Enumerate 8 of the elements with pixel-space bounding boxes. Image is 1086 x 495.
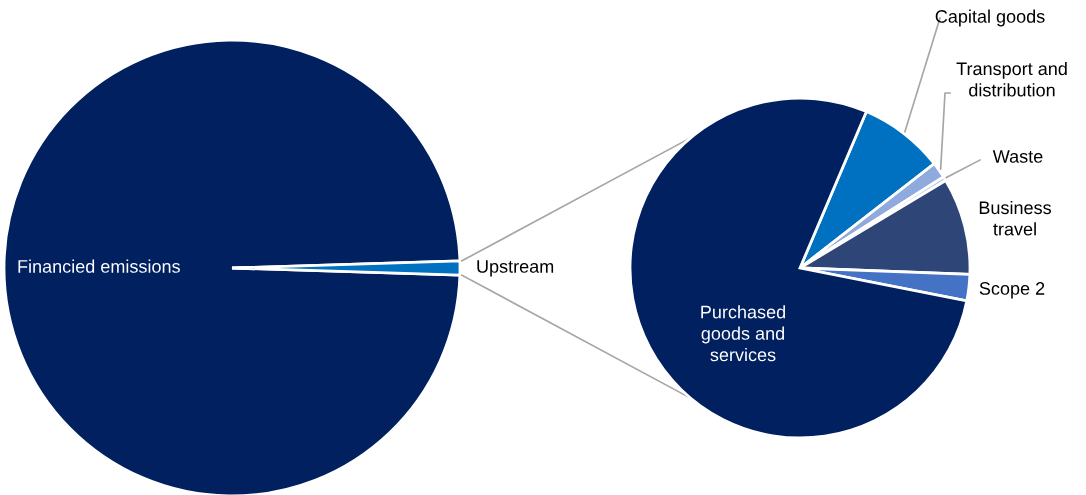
- slice-label: Purchased goods and services: [701, 305, 785, 362]
- slice-label: Capital goods: [935, 9, 1045, 27]
- slice-label: Financied emissions: [18, 259, 180, 273]
- slice-label: Waste: [992, 150, 1043, 163]
- slice-label: Scope 2: [979, 282, 1045, 299]
- slice-label: Transport and distribution: [956, 61, 1067, 97]
- slice-label: Business travel: [979, 200, 1051, 236]
- slice-label: Upstream: [477, 260, 554, 277]
